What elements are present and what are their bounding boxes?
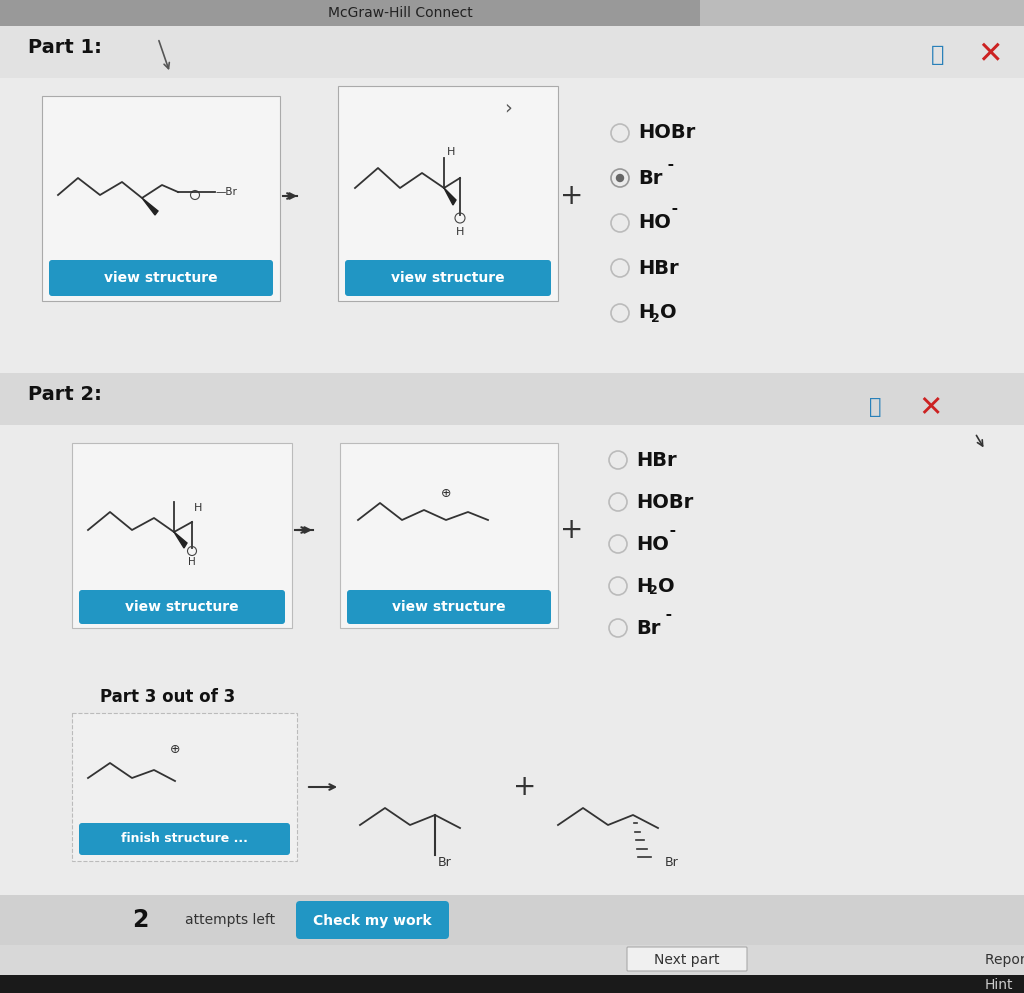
Text: H: H <box>194 503 202 513</box>
FancyBboxPatch shape <box>79 590 285 624</box>
Text: HO: HO <box>636 534 669 553</box>
Text: —Br: —Br <box>215 187 237 197</box>
Text: H: H <box>638 304 654 323</box>
Text: ✕: ✕ <box>918 393 942 421</box>
Text: +: + <box>560 182 584 210</box>
FancyBboxPatch shape <box>0 26 1024 78</box>
Text: 🔍: 🔍 <box>931 45 945 65</box>
Text: view structure: view structure <box>125 600 239 614</box>
Text: Hint: Hint <box>985 978 1014 992</box>
FancyBboxPatch shape <box>338 86 558 301</box>
Text: ¯: ¯ <box>666 165 674 180</box>
Text: ¯: ¯ <box>664 615 672 630</box>
Text: ⊕: ⊕ <box>440 487 452 500</box>
FancyBboxPatch shape <box>0 0 1024 26</box>
Text: H: H <box>636 577 652 596</box>
FancyBboxPatch shape <box>0 895 1024 945</box>
Text: HBr: HBr <box>638 258 679 277</box>
Text: HOBr: HOBr <box>636 493 693 511</box>
Text: Br: Br <box>438 856 452 869</box>
Text: HBr: HBr <box>636 451 677 470</box>
Text: McGraw-Hill Connect: McGraw-Hill Connect <box>328 6 472 20</box>
FancyBboxPatch shape <box>0 373 1024 425</box>
Circle shape <box>616 175 624 182</box>
Text: Br: Br <box>665 856 679 869</box>
Text: view structure: view structure <box>104 271 218 285</box>
Text: attempts left: attempts left <box>185 913 275 927</box>
Text: +: + <box>513 773 537 801</box>
Text: finish structure ...: finish structure ... <box>121 832 248 845</box>
Polygon shape <box>142 198 158 215</box>
Text: 2: 2 <box>651 312 659 325</box>
Text: O: O <box>658 577 675 596</box>
Text: view structure: view structure <box>392 600 506 614</box>
FancyBboxPatch shape <box>72 443 292 628</box>
FancyBboxPatch shape <box>49 260 273 296</box>
FancyBboxPatch shape <box>0 945 1024 975</box>
Text: HO: HO <box>638 213 671 232</box>
Text: Part 1:: Part 1: <box>28 39 101 58</box>
Text: 2: 2 <box>649 585 657 598</box>
Text: Check my work: Check my work <box>312 914 431 928</box>
FancyBboxPatch shape <box>79 823 290 855</box>
Text: H: H <box>447 147 456 157</box>
Text: 2: 2 <box>132 908 148 932</box>
Text: Br: Br <box>636 619 660 638</box>
FancyBboxPatch shape <box>340 443 558 628</box>
FancyBboxPatch shape <box>627 947 746 971</box>
FancyBboxPatch shape <box>0 78 1024 373</box>
Text: H: H <box>456 227 464 237</box>
Text: O: O <box>660 304 677 323</box>
FancyBboxPatch shape <box>0 425 1024 675</box>
Polygon shape <box>444 188 456 205</box>
Text: H: H <box>188 557 196 567</box>
Text: +: + <box>560 516 584 544</box>
Text: Report p: Report p <box>985 953 1024 967</box>
FancyBboxPatch shape <box>0 975 1024 993</box>
FancyBboxPatch shape <box>347 590 551 624</box>
FancyBboxPatch shape <box>700 0 1024 26</box>
Text: 🔍: 🔍 <box>868 397 882 417</box>
Text: Br: Br <box>638 169 663 188</box>
Text: Next part: Next part <box>654 953 720 967</box>
FancyBboxPatch shape <box>42 96 280 301</box>
Text: HOBr: HOBr <box>638 123 695 143</box>
FancyBboxPatch shape <box>72 713 297 861</box>
Text: ⊕: ⊕ <box>170 743 180 756</box>
Text: ¯: ¯ <box>671 210 679 224</box>
FancyBboxPatch shape <box>345 260 551 296</box>
Text: view structure: view structure <box>391 271 505 285</box>
FancyBboxPatch shape <box>0 675 1024 895</box>
Text: ✕: ✕ <box>977 40 1002 70</box>
Polygon shape <box>174 532 187 548</box>
FancyBboxPatch shape <box>296 901 449 939</box>
Text: Part 3 out of 3: Part 3 out of 3 <box>100 688 236 706</box>
Text: ›: › <box>504 98 512 117</box>
Text: ¯: ¯ <box>669 530 677 545</box>
Text: Part 2:: Part 2: <box>28 385 101 404</box>
